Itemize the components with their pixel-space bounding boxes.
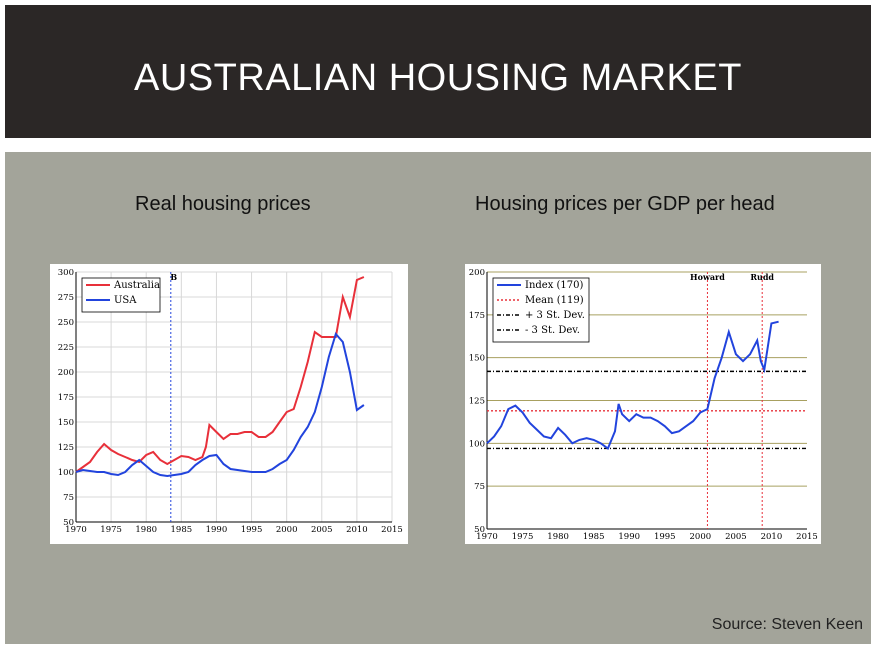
series-line bbox=[75, 331, 365, 478]
y-tick-label: 275 bbox=[58, 293, 74, 303]
y-tick-label: 300 bbox=[58, 268, 74, 278]
y-tick-label: 200 bbox=[469, 268, 485, 278]
x-tick-label: 2010 bbox=[761, 532, 783, 542]
x-tick-label: 1980 bbox=[547, 532, 569, 542]
y-tick-label: 50 bbox=[474, 525, 485, 535]
y-tick-label: 50 bbox=[63, 518, 74, 528]
subtitle-prices-per-gdp: Housing prices per GDP per head bbox=[475, 193, 775, 215]
x-tick-label: 1980 bbox=[135, 525, 157, 535]
legend-label: Index (170) bbox=[525, 280, 584, 291]
y-tick-label: 125 bbox=[469, 397, 485, 407]
x-tick-label: 2015 bbox=[796, 532, 818, 542]
y-tick-label: 100 bbox=[469, 439, 485, 449]
legend-label: - 3 St. Dev. bbox=[525, 325, 580, 336]
chart1-svg: 50 75 100 125 150 175 200 225 250 275 300 1970 1975 1… bbox=[58, 268, 403, 535]
real-housing-prices-chart: 50 75 100 125 150 175 200 225 250 275 300 1970 1975 1… bbox=[50, 264, 408, 544]
y-tick-label: 250 bbox=[58, 318, 74, 328]
y-tick-label: 175 bbox=[469, 311, 485, 321]
event-label: Rudd bbox=[750, 272, 774, 282]
y-tick-label: 100 bbox=[58, 468, 74, 478]
y-tick-label: 75 bbox=[474, 482, 485, 492]
x-tick-label: 2015 bbox=[381, 525, 403, 535]
slide-title: AUSTRALIAN HOUSING MARKET bbox=[134, 57, 742, 99]
series-line bbox=[75, 276, 365, 473]
y-tick-label: 125 bbox=[58, 443, 74, 453]
content-panel: Real housing prices Housing prices per G… bbox=[5, 152, 871, 644]
event-label: Howard bbox=[690, 272, 725, 282]
x-tick-label: 1990 bbox=[618, 532, 640, 542]
y-tick-label: 150 bbox=[469, 354, 485, 364]
x-tick-label: 1985 bbox=[171, 525, 193, 535]
y-tick-label: 75 bbox=[63, 493, 74, 503]
x-tick-label: 2000 bbox=[276, 525, 298, 535]
legend-box bbox=[492, 277, 590, 343]
y-tick-label: 175 bbox=[58, 393, 74, 403]
legend-label: Australia bbox=[113, 280, 160, 291]
x-tick-label: 2005 bbox=[311, 525, 333, 535]
x-tick-label: 1975 bbox=[100, 525, 122, 535]
x-tick-label: 1970 bbox=[65, 525, 87, 535]
y-tick-label: 150 bbox=[58, 418, 74, 428]
x-tick-label: 2010 bbox=[346, 525, 368, 535]
y-tick-label: 225 bbox=[58, 343, 74, 353]
x-tick-label: 1985 bbox=[583, 532, 605, 542]
legend-box bbox=[81, 277, 161, 313]
series-line bbox=[486, 320, 779, 451]
x-tick-label: 1995 bbox=[241, 525, 263, 535]
x-tick-label: 2005 bbox=[725, 532, 747, 542]
x-tick-label: 1990 bbox=[206, 525, 228, 535]
price-per-gdp-chart: 50 75 100 125 150 175 200 1970 1975 1980 1985 1990 1… bbox=[465, 264, 821, 544]
x-tick-label: 1995 bbox=[654, 532, 676, 542]
event-label: B bbox=[170, 272, 177, 282]
x-tick-label: 1975 bbox=[512, 532, 534, 542]
legend-label: Mean (119) bbox=[525, 295, 584, 306]
header-bar: AUSTRALIAN HOUSING MARKET bbox=[5, 5, 871, 138]
subtitle-real-housing-prices: Real housing prices bbox=[135, 193, 311, 215]
legend-label: + 3 St. Dev. bbox=[525, 310, 585, 321]
source-credit: Source: Steven Keen bbox=[711, 616, 863, 633]
x-tick-label: 2000 bbox=[690, 532, 712, 542]
chart2-svg: 50 75 100 125 150 175 200 1970 1975 1980 1985 1990 1… bbox=[469, 268, 818, 542]
x-tick-label: 1970 bbox=[476, 532, 498, 542]
legend-label: USA bbox=[114, 295, 137, 306]
y-tick-label: 200 bbox=[58, 368, 74, 378]
